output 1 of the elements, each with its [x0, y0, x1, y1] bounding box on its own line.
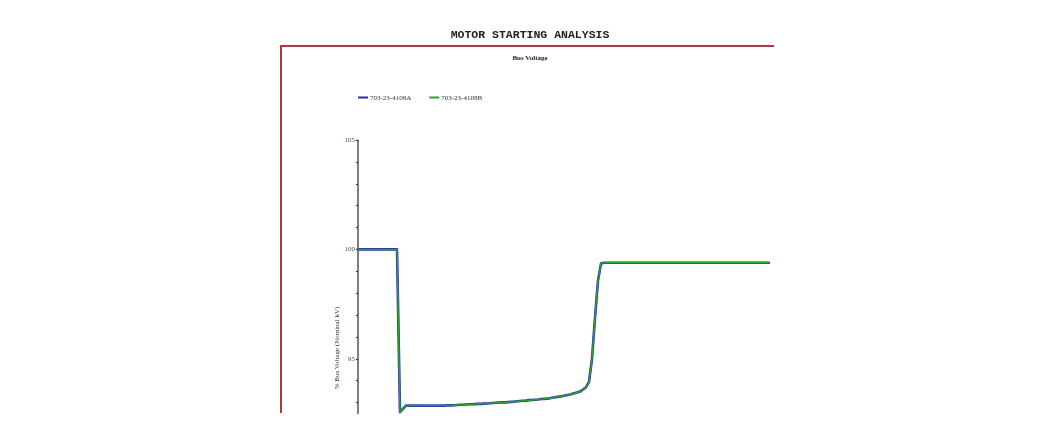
chart-title: MOTOR STARTING ANALYSIS	[450, 27, 610, 41]
